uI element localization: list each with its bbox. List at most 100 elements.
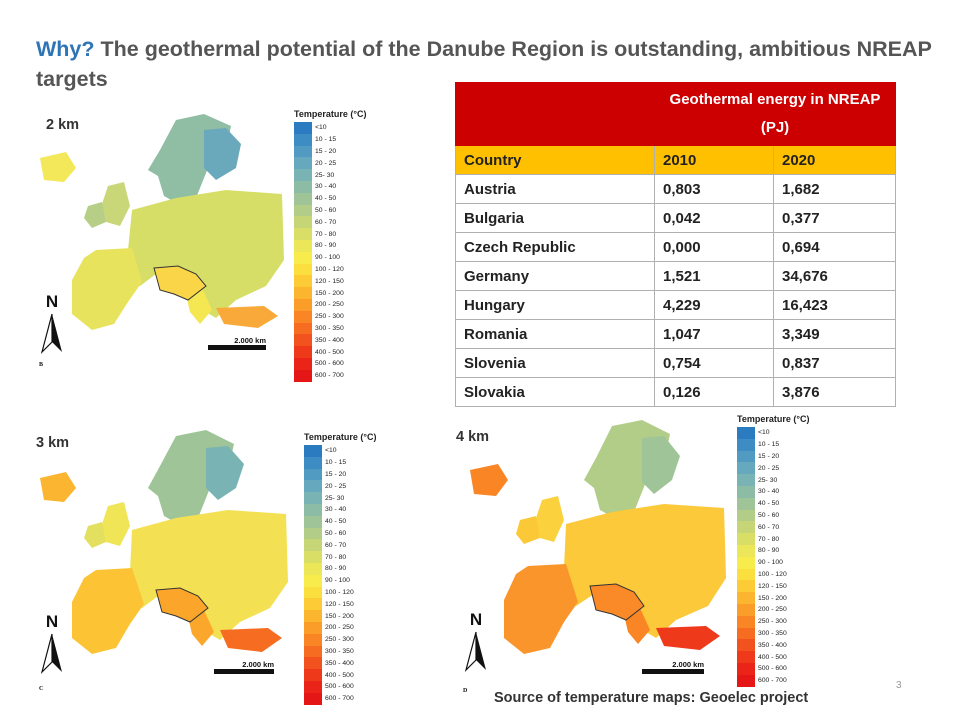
legend-label: 250 - 300 — [758, 618, 787, 626]
legend-swatch — [304, 586, 322, 599]
legend-item: 500 - 600 — [737, 662, 809, 675]
legend-label: 10 - 15 — [758, 441, 780, 449]
legend-item: 200 - 250 — [304, 621, 376, 634]
column-header-country: Country — [455, 145, 655, 175]
legend-swatch — [737, 592, 755, 604]
legend-label: 70 - 80 — [315, 230, 337, 238]
legend-item: 70 - 80 — [737, 533, 809, 545]
legend-swatch — [737, 521, 755, 534]
cell-2020: 3,876 — [773, 377, 896, 407]
legend-scale: <10 10 - 15 15 - 20 20 - 25 25- 30 30 - 40 40 … — [737, 427, 809, 687]
legend-label: <10 — [325, 447, 337, 455]
legend-swatch — [737, 603, 755, 616]
map-letter: B — [39, 362, 44, 368]
legend-item: 80 - 90 — [737, 544, 809, 557]
legend-label: 50 - 60 — [325, 529, 347, 537]
legend-label: 120 - 150 — [325, 600, 354, 608]
legend-swatch — [304, 515, 322, 528]
legend-label: 350 - 400 — [325, 659, 354, 667]
legend-2km: Temperature (°C) <10 10 - 15 15 - 20 20 - 2… — [294, 109, 366, 382]
cell-country: Czech Republic — [455, 232, 655, 262]
europe-map-4km — [470, 420, 726, 654]
legend-swatch — [304, 621, 322, 634]
legend-item: 400 - 500 — [304, 669, 376, 681]
table-row: Romania 1,047 3,349 — [455, 319, 896, 349]
legend-item: 30 - 40 — [304, 503, 376, 516]
cell-2020: 16,423 — [773, 290, 896, 320]
table-title-row: Geothermal energy in NREAP (PJ) — [455, 82, 896, 146]
legend-item: 70 - 80 — [304, 551, 376, 563]
legend-swatch — [304, 445, 322, 457]
legend-item: 15 - 20 — [737, 450, 809, 463]
legend-item: 15 - 20 — [304, 468, 376, 481]
legend-item: 250 - 300 — [294, 310, 366, 323]
cell-2010: 1,047 — [654, 319, 774, 349]
legend-label: 20 - 25 — [325, 482, 347, 490]
legend-label: 40 - 50 — [758, 500, 780, 508]
legend-item: 600 - 700 — [294, 369, 366, 382]
table-row: Slovenia 0,754 0,837 — [455, 348, 896, 378]
legend-swatch — [294, 239, 312, 252]
legend-swatch — [304, 657, 322, 670]
cell-2010: 0,803 — [654, 174, 774, 204]
legend-label: 200 - 250 — [758, 606, 787, 614]
legend-item: 10 - 15 — [304, 456, 376, 469]
legend-label: 60 - 70 — [325, 541, 347, 549]
legend-item: 500 - 600 — [304, 680, 376, 693]
legend-swatch — [737, 674, 755, 687]
legend-swatch — [294, 322, 312, 335]
legend-item: 100 - 120 — [294, 263, 366, 276]
legend-swatch — [294, 169, 312, 181]
legend-swatch — [304, 468, 322, 481]
legend-label: 350 - 400 — [315, 336, 344, 344]
legend-swatch — [737, 639, 755, 652]
north-label: N — [45, 292, 59, 311]
cell-2020: 0,694 — [773, 232, 896, 262]
scale-bar — [642, 669, 704, 674]
legend-swatch — [294, 192, 312, 205]
legend-label: 100 - 120 — [315, 265, 344, 273]
table-row: Slovakia 0,126 3,876 — [455, 377, 896, 407]
legend-swatch — [304, 669, 322, 681]
legend-item: 200 - 250 — [737, 603, 809, 616]
legend-label: 80 - 90 — [315, 242, 337, 250]
column-header-2020: 2020 — [773, 145, 896, 175]
north-arrow-icon — [40, 313, 62, 354]
legend-scale: <10 10 - 15 15 - 20 20 - 25 25- 30 30 - 40 40 … — [304, 445, 376, 705]
legend-swatch — [294, 275, 312, 288]
legend-swatch — [304, 692, 322, 705]
legend-item: 600 - 700 — [304, 692, 376, 705]
slide-title: Why? The geothermal potential of the Dan… — [36, 34, 936, 94]
legend-item: 70 - 80 — [294, 228, 366, 240]
legend-item: 20 - 25 — [304, 480, 376, 493]
cell-country: Slovenia — [455, 348, 655, 378]
legend-swatch — [294, 357, 312, 370]
north-arrow-icon — [464, 631, 486, 672]
cell-2010: 4,229 — [654, 290, 774, 320]
legend-swatch — [294, 334, 312, 347]
legend-swatch — [294, 157, 312, 170]
legend-label: <10 — [758, 429, 770, 437]
cell-2020: 1,682 — [773, 174, 896, 204]
legend-label: 400 - 500 — [315, 348, 344, 356]
depth-label-4km: 4 km — [456, 429, 490, 445]
legend-label: 20 - 25 — [315, 159, 337, 167]
legend-item: 15 - 20 — [294, 145, 366, 158]
depth-label-2km: 2 km — [46, 117, 80, 133]
legend-swatch — [737, 450, 755, 463]
scale-label: 2.000 km — [242, 660, 274, 669]
legend-swatch — [737, 568, 755, 581]
legend-item: 40 - 50 — [737, 497, 809, 510]
legend-item: 10 - 15 — [737, 438, 809, 451]
legend-item: 60 - 70 — [294, 216, 366, 229]
legend-label: 10 - 15 — [325, 459, 347, 467]
legend-label: 500 - 600 — [758, 665, 787, 673]
cell-2010: 1,521 — [654, 261, 774, 291]
legend-swatch — [737, 438, 755, 451]
table-row: Germany 1,521 34,676 — [455, 261, 896, 291]
legend-swatch — [737, 497, 755, 510]
table-row: Hungary 4,229 16,423 — [455, 290, 896, 320]
legend-item: 100 - 120 — [304, 586, 376, 599]
cell-2020: 0,837 — [773, 348, 896, 378]
legend-label: 80 - 90 — [325, 565, 347, 573]
